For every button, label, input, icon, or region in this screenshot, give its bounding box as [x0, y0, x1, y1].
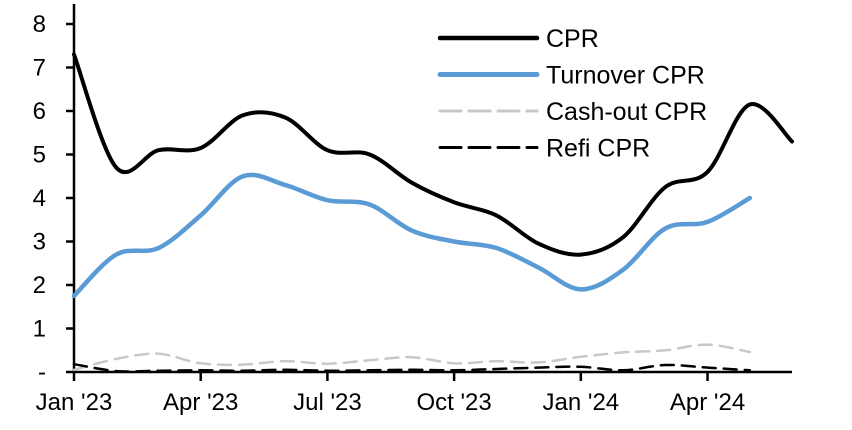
- y-tick-label: 7: [33, 55, 46, 82]
- refi-cpr-line: [72, 362, 752, 373]
- x-tick-label: Jan '24: [543, 389, 620, 416]
- legend: CPR Turnover CPR Cash-out CPR Refi CPR: [437, 25, 707, 163]
- cpr-legend-label: CPR: [546, 25, 599, 53]
- y-tick-label: 4: [33, 185, 46, 212]
- cash-out-cpr-line: [72, 343, 752, 372]
- legend-item-cpr: CPR: [437, 25, 599, 53]
- x-tick-label: Apr '24: [670, 389, 745, 416]
- y-tick-label: 1: [33, 316, 46, 343]
- x-tick-label: Jul '23: [293, 389, 362, 416]
- y-tick-label: 2: [33, 272, 46, 299]
- y-tick-label: 3: [33, 229, 46, 256]
- x-tick-label: Jan '23: [36, 389, 113, 416]
- legend-item-turnover-cpr: Turnover CPR: [437, 62, 705, 90]
- x-tick-label: Oct '23: [416, 389, 491, 416]
- turnover-cpr-legend-label: Turnover CPR: [546, 62, 705, 90]
- turnover-cpr-line: [71, 172, 753, 299]
- y-tick-label: -: [38, 359, 46, 386]
- cpr-line: [72, 52, 794, 257]
- x-tick-label: Apr '23: [163, 389, 238, 416]
- legend-item-cash-out-cpr: Cash-out CPR: [438, 98, 707, 126]
- y-tick-label: 6: [33, 98, 46, 125]
- refi-cpr-legend-label: Refi CPR: [546, 135, 650, 163]
- y-tick-label: 5: [33, 142, 46, 169]
- y-tick-label: 8: [33, 11, 46, 38]
- cash-out-cpr-legend-label: Cash-out CPR: [546, 98, 707, 126]
- legend-item-refi-cpr: Refi CPR: [438, 135, 650, 163]
